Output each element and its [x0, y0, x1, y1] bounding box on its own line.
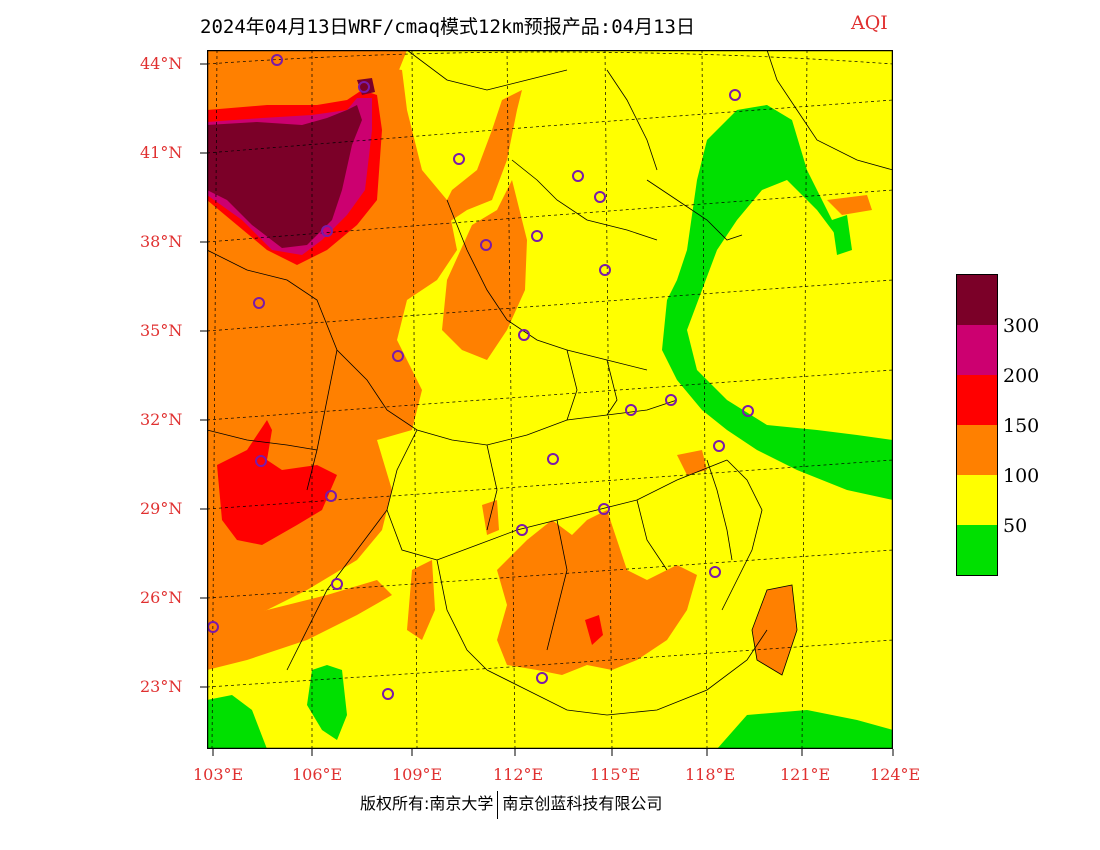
- map-border: [207, 50, 893, 749]
- lat-label: 38°N: [140, 232, 183, 251]
- copyright-footer: 版权所有:南京大学 南京创蓝科技有限公司: [360, 790, 662, 819]
- orange-top-left: [207, 50, 407, 80]
- city-marker: [665, 394, 677, 406]
- legend-label: 100: [1003, 465, 1040, 487]
- city-marker: [547, 453, 559, 465]
- city-marker: [625, 404, 637, 416]
- footer-divider: [497, 790, 499, 819]
- orange-zone-north-central: [437, 90, 522, 230]
- city-marker: [594, 191, 606, 203]
- lon-label: 109°E: [392, 765, 443, 784]
- aqi-legend: [956, 274, 998, 576]
- aqi-map: [207, 50, 893, 749]
- legend-label: 200: [1003, 365, 1040, 387]
- legend-swatch-hazardous: [957, 275, 997, 325]
- city-marker: [321, 225, 333, 237]
- legend-label: 150: [1003, 415, 1040, 437]
- orange-blob-taiwan: [752, 585, 797, 675]
- city-marker: [518, 329, 530, 341]
- orange-blob-east: [827, 195, 872, 215]
- legend-label: 300: [1003, 315, 1040, 337]
- copyright-left: 版权所有:南京大学: [360, 794, 494, 813]
- city-marker: [729, 89, 741, 101]
- city-marker: [392, 350, 404, 362]
- city-marker: [531, 230, 543, 242]
- lat-label: 26°N: [140, 588, 183, 607]
- city-marker: [253, 297, 265, 309]
- orange-blob-fujian: [677, 450, 707, 475]
- lon-label: 118°E: [685, 765, 736, 784]
- red-blob-south: [585, 615, 603, 645]
- lat-label: 41°N: [140, 143, 183, 162]
- city-marker: [572, 170, 584, 182]
- map-title: 2024年04月13日WRF/cmaq模式12km预报产品:04月13日: [200, 16, 695, 38]
- city-marker: [709, 566, 721, 578]
- legend-swatch-unhealthy: [957, 375, 997, 425]
- city-marker: [599, 264, 611, 276]
- green-zone-bottom-right: [717, 710, 893, 749]
- legend-swatch-good: [957, 525, 997, 575]
- lat-label: 32°N: [140, 410, 183, 429]
- city-marker: [742, 405, 754, 417]
- orange-band-sw: [207, 580, 392, 670]
- city-marker: [713, 440, 725, 452]
- lat-label: 29°N: [140, 499, 183, 518]
- lat-label: 35°N: [140, 321, 183, 340]
- legend-swatch-very-unhealthy: [957, 325, 997, 375]
- copyright-right: 南京创蓝科技有限公司: [502, 794, 663, 813]
- lon-label: 115°E: [590, 765, 641, 784]
- province-boundaries: [207, 50, 893, 716]
- lat-label: 23°N: [140, 677, 183, 696]
- lon-label: 121°E: [780, 765, 831, 784]
- green-zone-ne: [722, 105, 777, 175]
- maroon-zone: [207, 105, 362, 248]
- lon-label: 103°E: [193, 765, 244, 784]
- city-marker: [480, 239, 492, 251]
- lon-label: 124°E: [870, 765, 921, 784]
- city-marker: [358, 81, 370, 93]
- lon-label: 106°E: [292, 765, 343, 784]
- city-markers: [207, 54, 754, 700]
- legend-swatch-moderate: [957, 475, 997, 525]
- city-marker: [325, 490, 337, 502]
- variable-label: AQI: [851, 12, 888, 34]
- city-marker: [382, 688, 394, 700]
- city-marker: [331, 578, 343, 590]
- green-zone-yunnan: [307, 665, 347, 740]
- city-marker: [453, 153, 465, 165]
- orange-zone-south: [497, 510, 697, 675]
- red-zone-sichuan: [217, 420, 337, 545]
- city-marker: [271, 54, 283, 66]
- green-zone-coastal: [662, 105, 893, 500]
- green-blob-bohai: [832, 215, 852, 255]
- city-marker: [255, 455, 267, 467]
- orange-blob-guangxi: [407, 560, 435, 640]
- lon-label: 112°E: [493, 765, 544, 784]
- legend-label: 50: [1003, 515, 1028, 537]
- lat-label: 44°N: [140, 54, 183, 73]
- legend-swatch-usg: [957, 425, 997, 475]
- green-zone-sw-bottom: [207, 695, 267, 749]
- city-marker: [516, 524, 528, 536]
- city-marker: [598, 503, 610, 515]
- city-marker: [536, 672, 548, 684]
- graticule: [207, 50, 893, 749]
- orange-zone-shanxi: [442, 180, 527, 360]
